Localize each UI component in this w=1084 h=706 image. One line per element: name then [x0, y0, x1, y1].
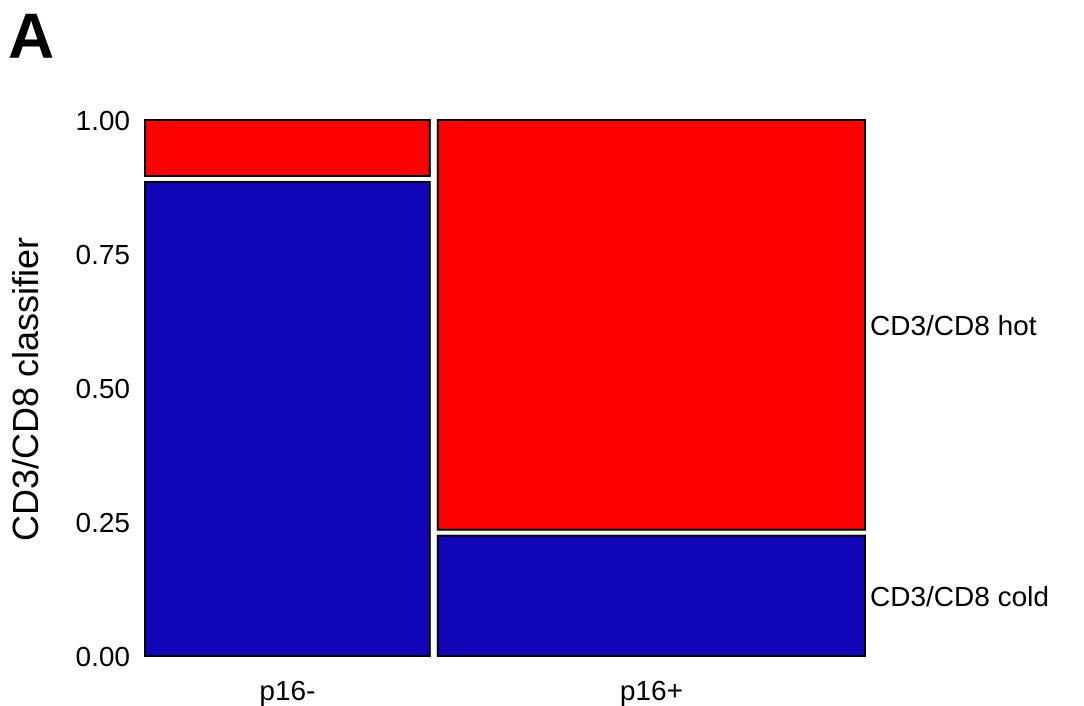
panel-letter: A [8, 0, 55, 72]
y-tick-label: 0.50 [76, 373, 131, 404]
tile-p16--cd3-cd8-hot [144, 119, 431, 177]
y-tick-label: 1.00 [76, 105, 131, 136]
y-tick-label: 0.25 [76, 507, 131, 538]
y-tick-label: 0.75 [76, 239, 131, 270]
series-label-cd3-cd8-cold: CD3/CD8 cold [870, 581, 1049, 612]
y-tick-label: 0.00 [76, 641, 131, 672]
series-labels: CD3/CD8 cold CD3/CD8 hot [870, 310, 1049, 612]
series-label-cd3-cd8-hot: CD3/CD8 hot [870, 310, 1037, 341]
y-axis-ticks: 0.00 0.25 0.50 0.75 1.00 [76, 105, 131, 672]
x-axis-ticks: p16- p16+ [259, 675, 683, 706]
mosaic-tiles [144, 119, 866, 658]
x-tick-label-p16-: p16- [259, 675, 315, 706]
tile-p16+-cd3-cd8-hot [436, 119, 866, 531]
tile-p16+-cd3-cd8-cold [436, 534, 866, 657]
tile-p16--cd3-cd8-cold [144, 180, 431, 658]
x-tick-label-p16+: p16+ [620, 675, 683, 706]
